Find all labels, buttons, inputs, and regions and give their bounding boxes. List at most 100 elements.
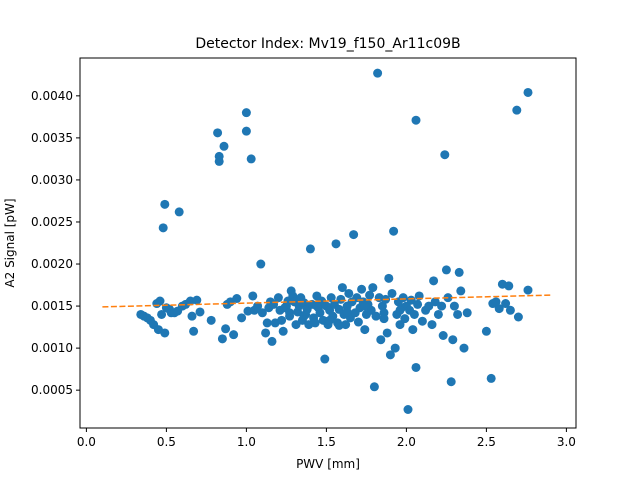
data-point [486, 373, 496, 383]
data-point [241, 108, 251, 118]
data-point [427, 320, 437, 330]
data-point [189, 326, 199, 336]
data-point [382, 328, 392, 338]
data-point [357, 284, 367, 294]
data-point [505, 305, 515, 315]
data-point [433, 309, 443, 319]
data-point [390, 343, 400, 353]
data-point [305, 244, 315, 254]
data-point [158, 223, 168, 233]
y-axis-ticks: 0.0005 0.0010 0.0015 0.0020 0.0025 0.0030 0.00… [31, 89, 80, 397]
x-axis-ticks: 0.0 0.5 1.0 1.5 2.0 2.5 3.0 [77, 428, 576, 449]
data-point [411, 362, 421, 372]
data-point [377, 301, 387, 311]
data-point [429, 276, 439, 286]
x-axis-label: PWV [mm] [296, 457, 360, 471]
data-point [256, 259, 266, 269]
data-point [424, 301, 434, 311]
data-point [387, 288, 397, 298]
data-point [310, 318, 320, 328]
data-point [368, 283, 378, 293]
data-point [261, 328, 271, 338]
data-point [221, 324, 231, 334]
data-point [376, 335, 386, 345]
x-tick-label: 1.5 [317, 435, 336, 449]
data-point [349, 230, 359, 240]
data-point [398, 293, 408, 303]
data-point [441, 265, 451, 275]
y-tick-label: 0.0020 [31, 257, 73, 271]
data-point [257, 308, 267, 318]
data-point [413, 299, 423, 309]
data-point [195, 307, 205, 317]
data-point [229, 330, 239, 340]
data-point [277, 315, 287, 325]
data-point [241, 126, 251, 136]
data-point [385, 350, 395, 360]
data-point [334, 320, 344, 330]
data-point [523, 87, 533, 97]
data-point [155, 296, 165, 306]
data-point [446, 377, 456, 387]
data-point [273, 293, 283, 303]
data-point [206, 315, 216, 325]
fit-line [102, 294, 551, 308]
data-point [213, 128, 223, 138]
data-point [217, 334, 227, 344]
data-point [438, 331, 448, 340]
data-point [523, 285, 533, 295]
data-point [336, 294, 346, 304]
data-point [481, 326, 491, 336]
data-point [501, 299, 511, 309]
data-point [342, 307, 352, 317]
axes-frame [79, 57, 577, 429]
y-tick-label: 0.0035 [31, 131, 73, 145]
x-tick-label: 0.0 [77, 435, 96, 449]
data-point [400, 314, 410, 324]
data-point [232, 294, 242, 303]
data-point [462, 308, 472, 318]
data-point [337, 283, 347, 293]
data-point [278, 326, 288, 336]
data-point [389, 226, 399, 236]
data-point [453, 309, 463, 319]
data-point [174, 207, 184, 217]
y-tick-label: 0.0025 [31, 215, 73, 229]
data-point [454, 267, 464, 277]
data-point [494, 304, 504, 314]
data-point [253, 301, 263, 311]
y-tick-label: 0.0030 [31, 173, 73, 187]
data-point [384, 273, 394, 283]
data-point [246, 154, 256, 164]
data-point [312, 301, 322, 311]
data-point [315, 308, 325, 318]
data-point [344, 288, 354, 298]
data-point [299, 311, 309, 321]
data-point [353, 317, 363, 327]
data-point [360, 301, 370, 311]
data-point [417, 316, 427, 326]
data-point [459, 343, 469, 353]
x-tick-label: 1.0 [237, 435, 256, 449]
data-point [219, 141, 229, 151]
data-point [512, 105, 522, 115]
data-point [248, 291, 258, 301]
data-point [403, 405, 413, 414]
data-point [440, 150, 450, 160]
data-point [331, 239, 341, 249]
plot-area [102, 68, 551, 414]
x-tick-label: 2.0 [397, 435, 416, 449]
data-point [291, 320, 301, 330]
data-point [371, 311, 381, 321]
data-point [299, 298, 309, 308]
data-point [187, 311, 197, 321]
data-point [456, 286, 466, 296]
data-point [326, 293, 336, 303]
data-point [408, 325, 418, 335]
data-point [430, 297, 440, 307]
x-tick-label: 3.0 [557, 435, 576, 449]
data-point [491, 297, 501, 307]
data-point [448, 335, 458, 345]
